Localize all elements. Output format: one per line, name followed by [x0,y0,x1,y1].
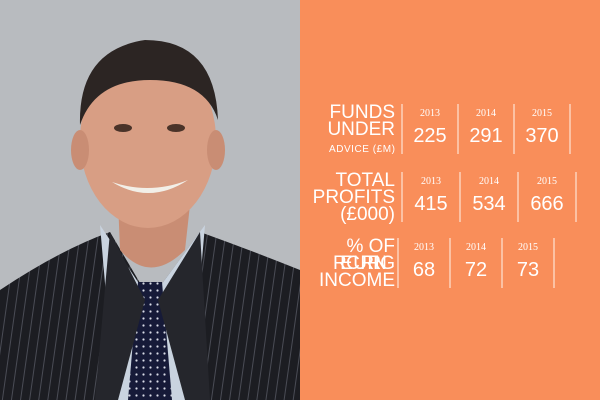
section-label: TOTAL [336,170,395,191]
stat-value: 291 [469,125,502,147]
year: 2015 [532,108,552,119]
stat-value: 68 [413,259,435,281]
year: 2015 [537,176,557,187]
section-label: PROFITS [313,187,395,208]
section-label: (£000) [340,204,395,225]
stat-value: 534 [472,193,505,215]
section-label: UNDER [327,119,395,140]
stat-value: 370 [525,125,558,147]
stat-value: 666 [530,193,563,215]
photo [0,0,300,400]
year: 2015 [518,242,538,253]
year: 2013 [414,242,434,253]
year: 2013 [420,108,440,119]
year: 2013 [421,176,441,187]
section-label: % OF [346,236,395,257]
section-label: INCOME [319,270,395,291]
year: 2014 [466,242,486,253]
stat-value: 73 [517,259,539,281]
year: 2014 [479,176,499,187]
section-label: RECURRING [333,253,395,274]
panel [300,0,600,400]
stat-value: 72 [465,259,487,281]
stat-value: 415 [414,193,447,215]
stat-value: 225 [413,125,446,147]
year: 2014 [476,108,496,119]
section-label: ADVICE (£M) [329,144,395,155]
section-label: FUNDS [330,102,395,123]
